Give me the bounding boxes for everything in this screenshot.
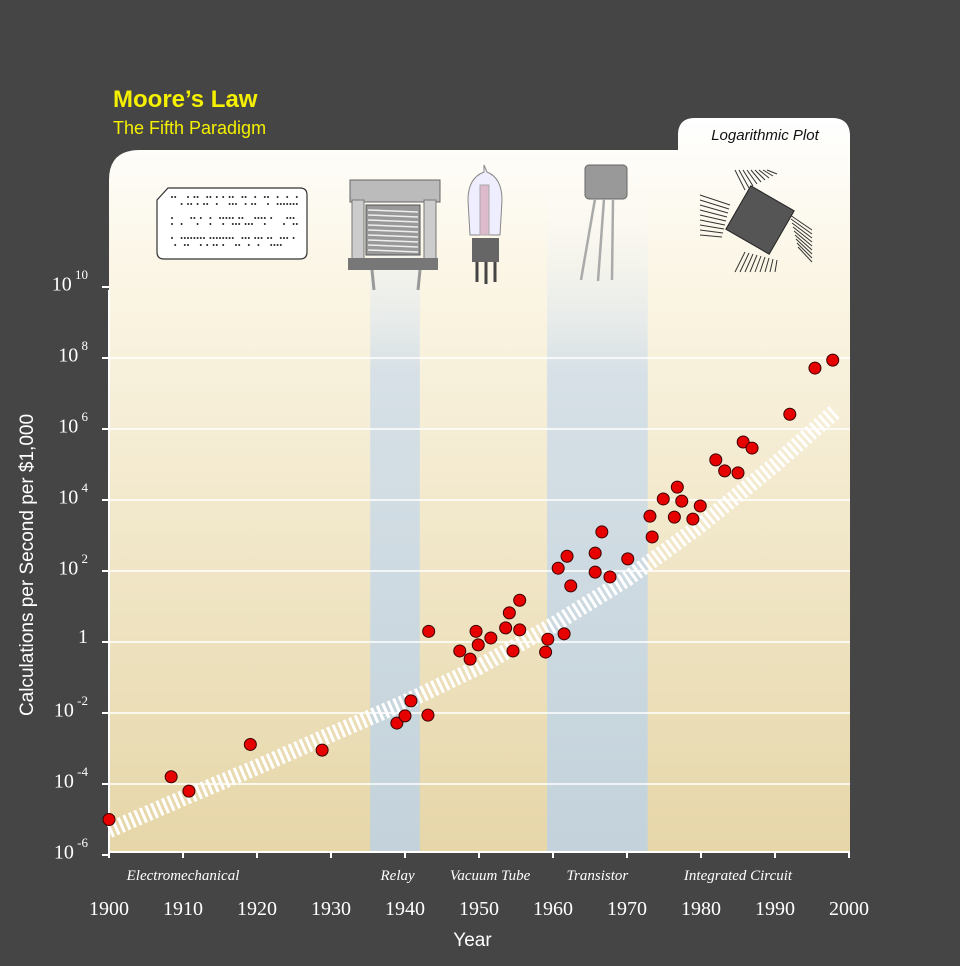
data-point [686, 512, 700, 526]
technology-images [156, 164, 813, 291]
data-point [182, 784, 196, 798]
data-point [656, 492, 670, 506]
data-point [513, 623, 527, 637]
data-point [603, 570, 617, 584]
data-point [595, 525, 609, 539]
era-band [370, 170, 420, 852]
data-point [693, 499, 707, 513]
data-point [499, 621, 513, 635]
data-point [102, 813, 116, 826]
plot-panel [109, 118, 850, 852]
data-point [463, 652, 477, 666]
punch-card-icon [156, 187, 308, 260]
vacuum-tube-icon [467, 164, 503, 284]
x-tick-label: 1920 [237, 898, 277, 920]
y-tick-label: 10 2 [58, 551, 88, 580]
integrated-circuit-icon [699, 169, 813, 273]
data-point [731, 466, 745, 480]
data-point [564, 579, 578, 593]
trend-band [105, 406, 840, 838]
data-point [421, 708, 435, 722]
x-tick-label: 1930 [311, 898, 351, 920]
y-tick-label: 10 6 [58, 409, 88, 438]
data-point [709, 453, 723, 467]
data-point [560, 549, 574, 563]
y-tick-label: 10 -4 [53, 764, 88, 793]
era-label: Relay [380, 868, 415, 884]
chart-title: Moore’s Law [113, 86, 258, 113]
data-point [588, 546, 602, 560]
y-tick-label: 10 8 [58, 338, 88, 367]
data-point [588, 565, 602, 579]
data-point [469, 624, 483, 638]
x-tick-label: 2000 [829, 898, 869, 920]
data-point [506, 644, 520, 658]
data-point [783, 407, 797, 421]
data-point [808, 361, 822, 375]
data-point [484, 631, 498, 645]
logarithmic-plot-label: Logarithmic Plot [711, 127, 819, 144]
data-point [541, 632, 555, 646]
x-tick-label: 1910 [163, 898, 203, 920]
data-point [667, 510, 681, 524]
y-tick-label: 10 4 [58, 480, 88, 509]
data-point [404, 694, 418, 708]
data-point [422, 624, 436, 638]
data-point [675, 494, 689, 508]
era-label: Vacuum Tube [449, 868, 531, 884]
data-point [164, 770, 178, 784]
data-point [645, 530, 659, 544]
data-point [745, 441, 759, 455]
era-label: Electromechanical [126, 868, 240, 884]
data-point [718, 464, 732, 478]
data-point [390, 716, 404, 730]
data-point [826, 353, 840, 367]
data-point [736, 435, 750, 449]
x-tick-label: 1950 [459, 898, 499, 920]
data-point [243, 737, 257, 751]
x-tick-label: 1970 [607, 898, 647, 920]
x-tick-label: 1990 [755, 898, 795, 920]
y-tick-label: 1 [78, 626, 88, 648]
data-point [643, 509, 657, 523]
era-band [547, 170, 648, 852]
data-point [502, 606, 516, 620]
x-tick-label: 1940 [385, 898, 425, 920]
data-point [551, 561, 565, 575]
x-tick-label: 1980 [681, 898, 721, 920]
x-tick-label: 1900 [89, 898, 129, 920]
relay-icon [348, 179, 441, 291]
transistor-icon [579, 164, 628, 282]
y-tick-label: 10 10 [51, 267, 88, 296]
chart-subtitle: The Fifth Paradigm [113, 118, 267, 138]
data-point [670, 480, 684, 494]
data-point [513, 593, 527, 607]
data-point [471, 638, 485, 652]
data-point [453, 644, 467, 658]
data-point [539, 645, 553, 659]
y-axis-label: Calculations per Second per $1,000 [17, 413, 38, 717]
y-tick-label: 10 -2 [53, 693, 88, 722]
era-label: Integrated Circuit [683, 868, 793, 884]
era-label: Transistor [566, 868, 629, 884]
data-point [621, 552, 635, 566]
x-tick-label: 1960 [533, 898, 573, 920]
data-point [315, 743, 329, 757]
data-point [557, 627, 571, 641]
y-tick-label: 10 -6 [53, 835, 88, 864]
data-point [398, 709, 412, 723]
x-axis-label: Year [453, 930, 492, 951]
